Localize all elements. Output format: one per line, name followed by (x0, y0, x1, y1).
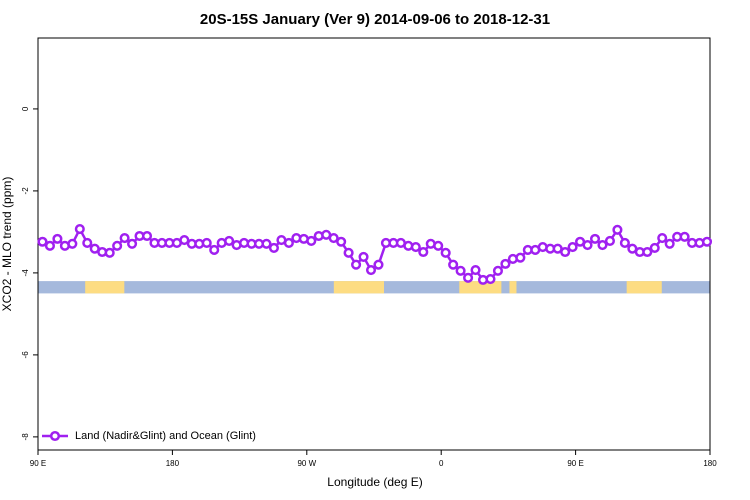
point (52, 233, 63, 244)
point (470, 264, 481, 276)
point (433, 240, 444, 251)
point (492, 265, 503, 276)
point (463, 272, 474, 283)
point (418, 246, 429, 258)
point (179, 235, 190, 246)
point (209, 244, 220, 255)
point (283, 237, 294, 249)
chart-title: 20S-15S January (Ver 9) 2014-09-06 to 20… (200, 11, 550, 28)
point (306, 235, 317, 246)
point (701, 236, 713, 247)
point (67, 238, 78, 249)
x-tick-label: 180 (166, 459, 180, 468)
point (515, 252, 526, 263)
y-tick-label: -2 (21, 187, 30, 195)
y-tick-label: -6 (21, 351, 30, 359)
point (358, 251, 369, 262)
point (37, 236, 48, 247)
point (560, 246, 571, 258)
point (455, 265, 466, 276)
land-band (509, 281, 517, 294)
x-tick-label: 180 (703, 459, 717, 468)
land-band (626, 281, 662, 294)
point (410, 242, 421, 253)
y-axis-label: XCO2 - MLO trend (ppm) (0, 177, 14, 312)
point (328, 233, 339, 244)
point (589, 233, 601, 244)
point (261, 238, 272, 249)
point (440, 247, 451, 258)
point (74, 223, 85, 235)
point (448, 259, 459, 270)
point (604, 235, 615, 246)
legend-marker (49, 430, 61, 442)
point (679, 231, 690, 242)
x-axis-label: Longitude (deg E) (327, 475, 422, 489)
point (373, 259, 384, 270)
y-tick-label: 0 (21, 106, 30, 111)
point (657, 233, 668, 244)
legend-label: Land (Nadir&Glint) and Ocean (Glint) (75, 430, 256, 442)
point (127, 238, 138, 249)
point (597, 239, 608, 251)
point (619, 237, 630, 249)
x-tick-label: 0 (439, 459, 444, 468)
point (224, 235, 235, 246)
x-tick-label: 90 E (30, 459, 46, 468)
point (567, 242, 578, 253)
point (112, 240, 123, 251)
point (268, 242, 279, 253)
point (141, 230, 153, 242)
point (119, 233, 130, 244)
point (336, 236, 347, 247)
point (104, 247, 115, 258)
point (365, 264, 377, 276)
point (642, 246, 653, 258)
point (351, 259, 362, 270)
point (664, 238, 675, 249)
point (82, 237, 93, 249)
land-band (333, 281, 385, 294)
land-band (85, 281, 125, 294)
y-tick-label: -4 (21, 269, 30, 277)
point (612, 224, 623, 235)
point (44, 240, 55, 251)
land-band (459, 281, 502, 294)
point (485, 274, 496, 285)
x-tick-label: 90 E (567, 459, 583, 468)
x-tick-label: 90 W (297, 459, 316, 468)
point (201, 237, 212, 249)
y-tick-label: -8 (21, 433, 30, 441)
point (343, 247, 354, 258)
point (500, 258, 511, 269)
point (649, 242, 660, 253)
point (582, 239, 593, 251)
